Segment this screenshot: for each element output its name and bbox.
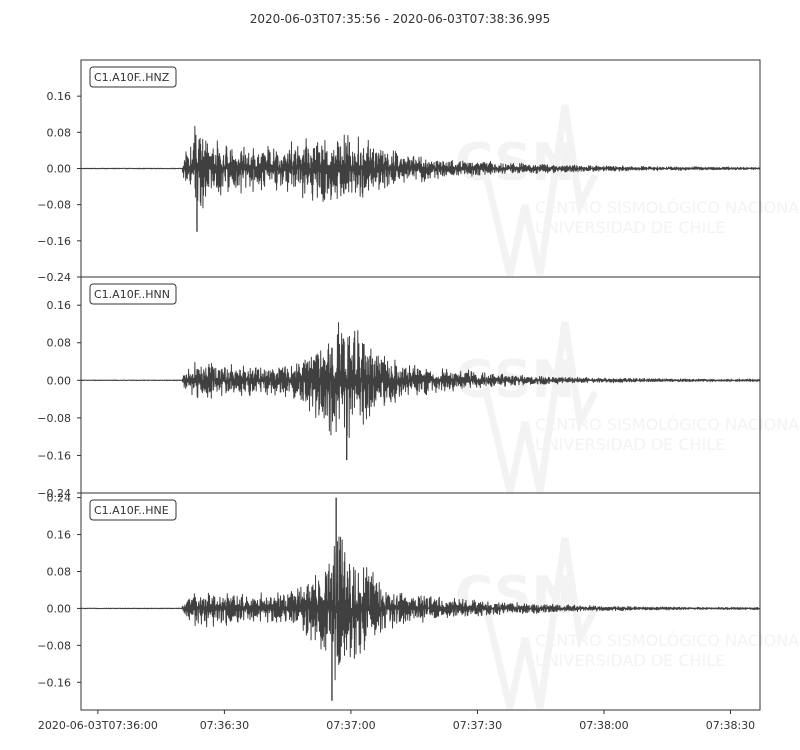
x-tick-label: 2020-06-03T07:36:00 — [38, 719, 158, 732]
y-tick-label: 0.00 — [47, 163, 72, 176]
watermark-line1: CENTRO SISMOLÓGICO NACIONAL — [535, 631, 800, 650]
x-axis: 2020-06-03T07:36:00 07:36:30 07:37:00 07:37… — [38, 710, 755, 732]
y-tick-label: 0.00 — [47, 374, 72, 387]
x-tick-label: 07:37:00 — [326, 719, 375, 732]
y-tick-label: 0.08 — [47, 565, 72, 578]
y-tick-label: 0.00 — [47, 602, 72, 615]
y-tick-label: 0.08 — [47, 337, 72, 350]
panel-frame — [80, 492, 761, 711]
channel-label-text: C1.A10F..HNZ — [94, 71, 170, 84]
panel-frame — [80, 276, 761, 494]
y-tick-label: −0.16 — [37, 676, 71, 689]
y-tick-label: 0.16 — [47, 529, 72, 542]
channel-label-box — [89, 66, 177, 88]
watermark-wave-icon — [481, 321, 599, 493]
x-tick-label: 07:38:30 — [706, 719, 755, 732]
waveform-trace — [80, 536, 761, 681]
y-tick-label: −0.24 — [37, 271, 71, 284]
y-tick-label: −0.08 — [37, 412, 71, 425]
channel-label-text: C1.A10F..HNN — [94, 288, 170, 301]
x-tick-label: 07:37:30 — [453, 719, 502, 732]
channel-label: C1.A10F..HNE — [89, 499, 177, 521]
watermark-line2: UNIVERSIDAD DE CHILE — [535, 218, 725, 237]
waveform-trace — [80, 125, 761, 209]
watermark-line1: CENTRO SISMOLÓGICO NACIONAL — [535, 415, 800, 434]
x-tick-label: 07:36:30 — [200, 719, 249, 732]
channel-label-box — [89, 499, 177, 521]
watermark-line2: UNIVERSIDAD DE CHILE — [535, 651, 725, 670]
y-tick-label: 0.16 — [47, 299, 72, 312]
watermark-line2: UNIVERSIDAD DE CHILE — [535, 435, 725, 454]
watermark-csn: CSN CENTRO SISMOLÓGICO NACIONALUNIVERSIDA… — [455, 537, 800, 709]
y-tick-label: −0.16 — [37, 449, 71, 462]
y-tick-label: −0.16 — [37, 235, 71, 248]
figure-title: 2020-06-03T07:35:56 - 2020-06-03T07:38:3… — [249, 12, 551, 26]
watermark-logo-text: CSN — [455, 133, 575, 193]
channel-label: C1.A10F..HNN — [89, 283, 177, 305]
y-tick-label: 0.24 — [47, 492, 72, 505]
watermark-wave-icon — [481, 104, 599, 276]
channel-label: C1.A10F..HNZ — [89, 66, 177, 88]
y-tick-label: 0.08 — [47, 126, 72, 139]
panel-hnz: CSN CENTRO SISMOLÓGICO NACIONALUNIVERSIDA… — [37, 59, 800, 284]
channel-label-box — [89, 283, 177, 305]
watermark-csn: CSN CENTRO SISMOLÓGICO NACIONALUNIVERSIDA… — [455, 104, 800, 276]
watermark-wave-icon — [481, 537, 599, 709]
channel-label-text: C1.A10F..HNE — [94, 504, 169, 517]
panel-hne: CSN CENTRO SISMOLÓGICO NACIONALUNIVERSIDA… — [37, 492, 800, 711]
y-tick-label: 0.16 — [47, 90, 72, 103]
watermark-logo-text: CSN — [455, 566, 575, 626]
y-tick-label: −0.24 — [37, 487, 71, 500]
waveform-trace — [80, 322, 761, 438]
y-tick-label: −0.08 — [37, 199, 71, 212]
watermark-line1: CENTRO SISMOLÓGICO NACIONAL — [535, 198, 800, 217]
y-tick-label: −0.08 — [37, 639, 71, 652]
x-tick-label: 07:38:00 — [579, 719, 628, 732]
